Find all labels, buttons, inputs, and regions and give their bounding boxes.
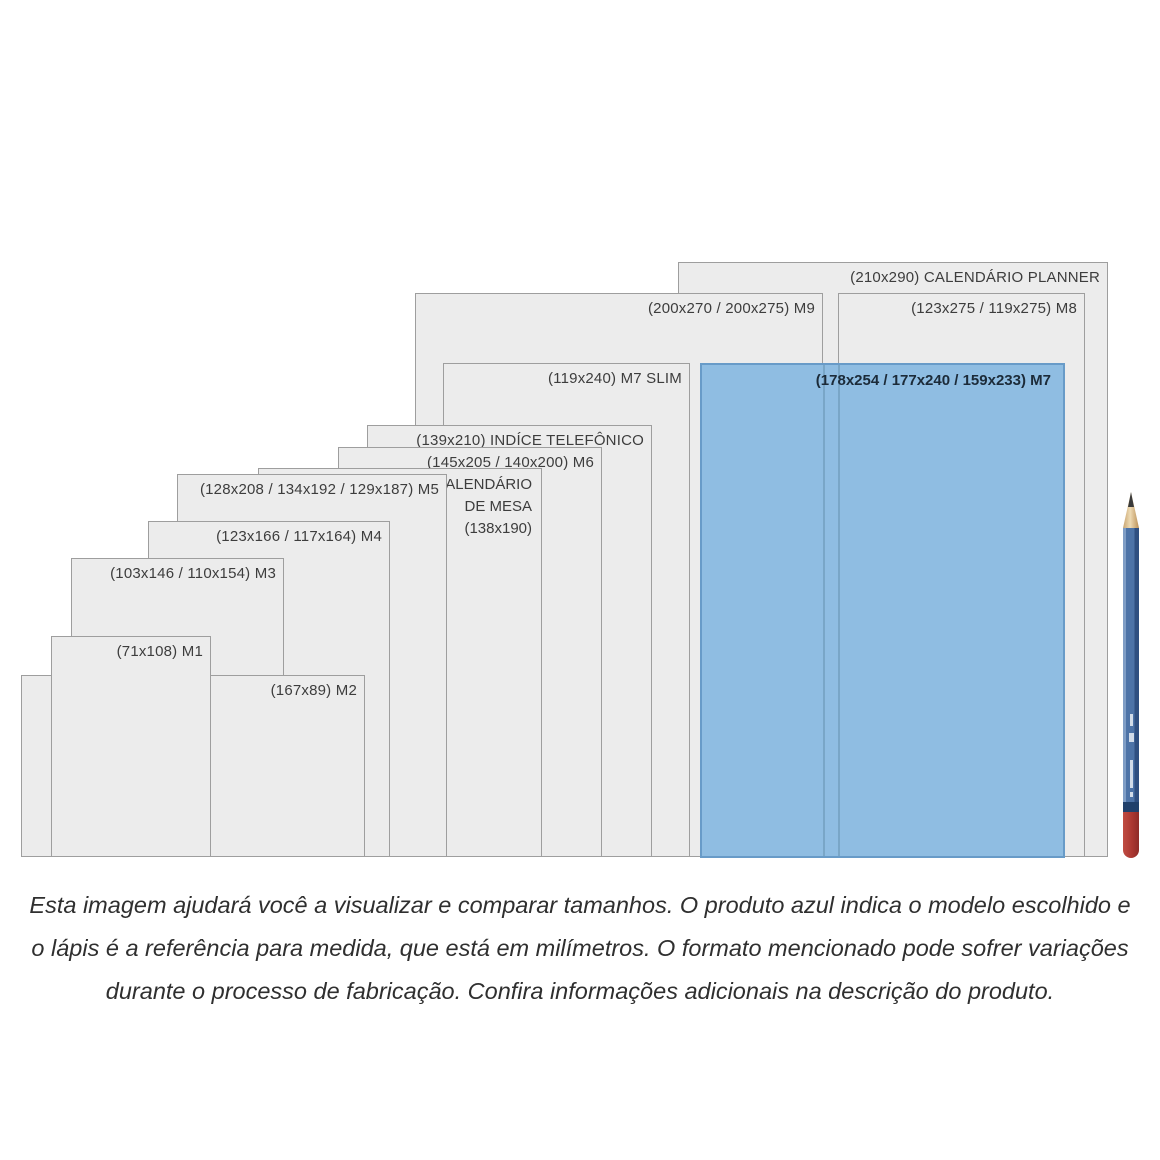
footer-line-3: durante o processo de fabricação. Confir… xyxy=(105,978,1055,1004)
pencil-graphite-tip xyxy=(1128,492,1134,507)
pencil-body xyxy=(1123,528,1139,802)
size-label-m3: (103x146 / 110x154) M3 xyxy=(110,565,276,582)
pencil-brand-mark xyxy=(1130,760,1133,788)
size-label-m4: (123x166 / 117x164) M4 xyxy=(216,528,382,545)
size-label-m8: (123x275 / 119x275) M8 xyxy=(911,300,1077,317)
footer-line-2: o lápis é a referência para medida, que … xyxy=(31,935,1129,961)
m9-edge-overlay-line xyxy=(823,365,825,856)
pencil-ferrule-band xyxy=(1123,802,1139,812)
size-label-m7-slim: (119x240) M7 SLIM xyxy=(547,370,682,387)
pencil-brand-mark xyxy=(1130,792,1133,797)
size-label-m1: (71x108) M1 xyxy=(116,643,203,660)
footer-description: Esta imagem ajudará você a visualizar e … xyxy=(0,884,1160,1013)
selected-size-box-m7: (178x254 / 177x240 / 159x233) M7 xyxy=(700,363,1065,858)
footer-line-1: Esta imagem ajudará você a visualizar e … xyxy=(29,892,1131,918)
size-label-calendario-planner: (210x290) CALENDÁRIO PLANNER xyxy=(850,269,1100,286)
size-box-m1: (71x108) M1 xyxy=(51,636,211,857)
size-label-calendario-de-mesa: CALENDÁRIO DE MESA (138x190) xyxy=(434,476,532,537)
pencil-scale-reference xyxy=(1123,492,1139,858)
size-label-m2: (167x89) M2 xyxy=(270,682,357,699)
size-label-m7-selected: (178x254 / 177x240 / 159x233) M7 xyxy=(815,372,1051,389)
pencil-brand-mark xyxy=(1130,714,1133,726)
size-label-m6: (145x205 / 140x200) M6 xyxy=(426,454,594,471)
pencil-red-end xyxy=(1123,812,1139,858)
pencil-logo-mark xyxy=(1129,733,1134,742)
size-label-m5: (128x208 / 134x192 / 129x187) M5 xyxy=(199,481,439,498)
size-label-m9: (200x270 / 200x275) M9 xyxy=(647,300,815,317)
m8-edge-overlay-line xyxy=(838,365,840,856)
size-label-indice-telefonico: (139x210) INDÍCE TELEFÔNICO xyxy=(416,432,644,449)
